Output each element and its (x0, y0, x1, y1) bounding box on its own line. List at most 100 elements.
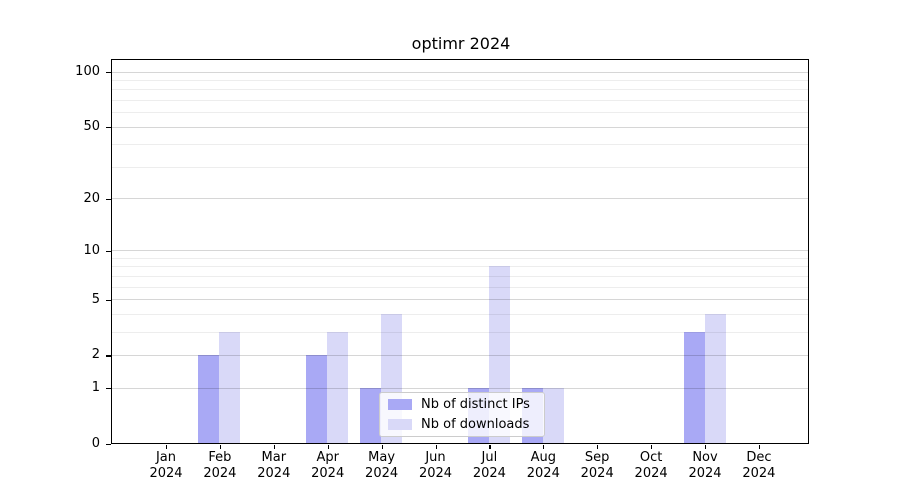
x-tick-year: 2024 (472, 466, 506, 481)
x-tick (651, 444, 653, 449)
gridline-minor (112, 331, 808, 333)
x-tick-month: Aug (530, 450, 556, 465)
x-tick (327, 444, 329, 449)
x-tick-month: Mar (261, 450, 287, 465)
x-tick-label: Nov 2024 (677, 450, 733, 482)
x-tick-label: Dec 2024 (731, 450, 787, 482)
gridline-major (112, 387, 808, 389)
x-tick (597, 444, 599, 449)
x-tick-year: 2024 (203, 466, 237, 481)
y-tick (106, 72, 111, 74)
gridline-minor (112, 112, 808, 114)
x-tick-month: Jun (425, 450, 446, 465)
x-tick-year: 2024 (149, 466, 183, 481)
gridline-minor (112, 257, 808, 259)
bar-distinct-ips (306, 354, 328, 443)
x-tick-year: 2024 (742, 466, 776, 481)
x-tick (273, 444, 275, 449)
x-tick-year: 2024 (688, 466, 722, 481)
x-tick-month: Dec (746, 450, 772, 465)
y-tick-label: 0 (91, 436, 100, 451)
x-tick-month: Feb (208, 450, 232, 465)
chart-title: optimr 2024 (411, 34, 511, 53)
x-tick-month: Nov (692, 450, 718, 465)
gridline-major (112, 354, 808, 356)
gridline-major (112, 250, 808, 252)
bar-downloads (704, 313, 726, 443)
bar-downloads (542, 387, 564, 443)
x-tick-year: 2024 (365, 466, 399, 481)
gridline-minor (112, 89, 808, 91)
x-tick-month: Oct (639, 450, 663, 465)
plot-inner (112, 60, 808, 443)
legend-swatch-distinct-ips (388, 399, 412, 410)
x-tick-year: 2024 (526, 466, 560, 481)
bar-downloads (327, 331, 349, 443)
bar-distinct-ips (683, 331, 705, 443)
y-tick-label: 2 (91, 347, 100, 363)
x-tick-month: Apr (316, 450, 339, 465)
legend-label-distinct-ips: Nb of distinct IPs (421, 397, 530, 412)
y-tick (106, 299, 111, 301)
x-tick-label: Apr 2024 (300, 450, 356, 482)
y-tick (106, 198, 111, 200)
x-tick-label: Mar 2024 (246, 450, 302, 482)
x-tick-year: 2024 (580, 466, 614, 481)
gridline-major (112, 126, 808, 128)
gridline-minor (112, 166, 808, 168)
x-tick-month: May (368, 450, 396, 465)
x-tick (166, 444, 168, 449)
x-tick (435, 444, 437, 449)
legend-swatch-downloads (388, 419, 412, 430)
gridline-minor (112, 286, 808, 288)
x-tick-label: May 2024 (354, 450, 410, 482)
x-tick-label: Oct 2024 (623, 450, 679, 482)
gridline-major (112, 71, 808, 73)
y-tick-label: 50 (83, 119, 100, 135)
legend-row-downloads: Nb of downloads (388, 417, 536, 432)
gridline-major (112, 198, 808, 200)
x-tick-label: Feb 2024 (192, 450, 248, 482)
x-tick-year: 2024 (311, 466, 345, 481)
legend: Nb of distinct IPs Nb of downloads (379, 392, 545, 437)
bar-distinct-ips (360, 387, 382, 443)
y-tick (106, 127, 111, 129)
bar-distinct-ips (198, 354, 220, 443)
y-tick-label: 1 (91, 380, 100, 396)
y-tick-label: 100 (75, 64, 100, 80)
legend-row-distinct-ips: Nb of distinct IPs (388, 397, 536, 412)
y-tick-label: 10 (83, 242, 100, 258)
x-tick (381, 444, 383, 449)
y-tick (106, 388, 111, 390)
x-tick (489, 444, 491, 449)
gridline-minor (112, 99, 808, 101)
x-tick-month: Jul (481, 450, 498, 465)
x-tick (758, 444, 761, 449)
y-tick (106, 444, 111, 446)
gridline-minor (112, 313, 808, 315)
x-tick-month: Jan (155, 450, 177, 465)
x-tick-label: Aug 2024 (515, 450, 571, 482)
gridline-minor (112, 266, 808, 268)
y-tick (106, 250, 111, 252)
x-tick-year: 2024 (634, 466, 668, 481)
x-tick-label: Jul 2024 (461, 450, 517, 482)
x-tick (705, 444, 707, 449)
legend-label-downloads: Nb of downloads (421, 417, 530, 432)
y-tick-label: 5 (91, 291, 100, 307)
x-tick-month: Sep (584, 450, 610, 465)
x-tick-year: 2024 (257, 466, 291, 481)
gridline-minor (112, 79, 808, 81)
x-tick (219, 444, 222, 449)
gridline-major (112, 299, 808, 301)
bar-downloads (219, 331, 241, 443)
y-tick-label: 20 (83, 190, 100, 206)
x-tick-label: Sep 2024 (569, 450, 625, 482)
y-tick (106, 355, 111, 357)
gridline-minor (112, 144, 808, 146)
plot-area (111, 59, 809, 444)
gridline-minor (112, 275, 808, 277)
x-tick (543, 444, 545, 449)
x-tick-year: 2024 (418, 466, 453, 481)
